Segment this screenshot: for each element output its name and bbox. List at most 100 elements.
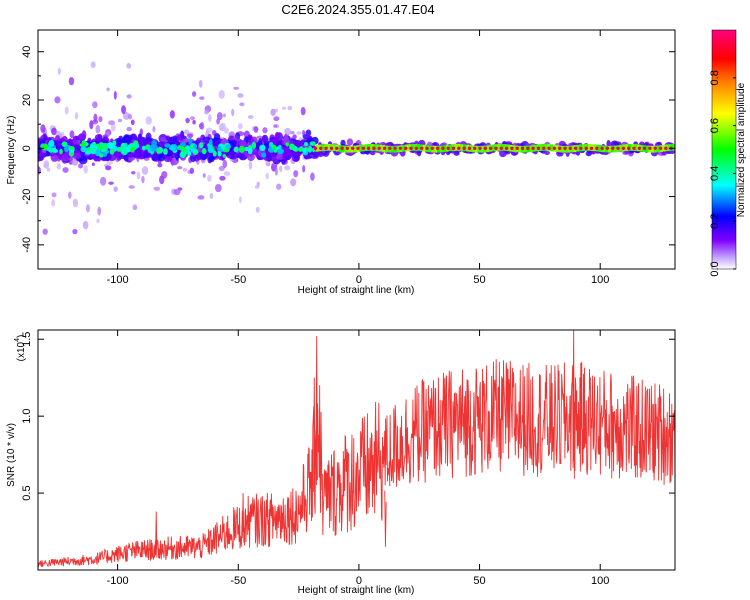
spectro-cell: [639, 144, 643, 152]
spectro-cell: [584, 146, 588, 150]
x-tick-label: 50: [473, 575, 485, 587]
spectro-cell: [552, 146, 557, 150]
spectro-cell: [457, 146, 461, 150]
spectro-cell: [621, 146, 626, 150]
spectro-cell: [265, 160, 270, 165]
spectro-cell: [273, 116, 280, 122]
spectro-cell: [141, 175, 145, 184]
spectro-cell: [460, 144, 464, 151]
spectro-cell: [81, 140, 87, 144]
colorbar-tick-label: 0.8: [709, 70, 721, 85]
spectro-cell: [96, 218, 100, 224]
spectro-cell: [196, 137, 202, 142]
spectro-cell: [324, 146, 328, 150]
y-tick-label: 0.5: [21, 485, 33, 500]
spectro-cell: [303, 141, 309, 147]
spectro-cell: [370, 143, 374, 151]
spectro-cell: [184, 145, 191, 153]
spectro-cell: [83, 165, 88, 174]
spectro-cell: [619, 144, 623, 152]
spectro-cell: [483, 146, 488, 150]
spectro-cell: [473, 146, 477, 150]
spectro-cell: [145, 132, 152, 142]
spectro-cell: [132, 204, 138, 211]
spectro-cell: [657, 145, 661, 153]
spectro-cell: [536, 146, 541, 150]
spectro-cell: [277, 148, 284, 155]
spectro-cell: [100, 176, 107, 186]
scale-exponent: 4: [14, 338, 21, 342]
spectro-cell: [296, 131, 302, 135]
spectro-cell: [78, 163, 84, 169]
x-tick-label: -50: [230, 274, 246, 286]
spectro-cell: [40, 144, 44, 149]
spectro-cell: [64, 145, 69, 153]
spectro-cell: [133, 152, 142, 159]
spectro-cell: [108, 181, 114, 185]
spectrogram-y-axis-label: Frequency (Hz): [6, 116, 17, 185]
snr-y-scale-label: (x104): [14, 335, 27, 362]
spectro-cell: [416, 144, 420, 151]
spectro-cell: [109, 148, 115, 155]
spectro-cell: [164, 143, 171, 148]
spectro-cell: [105, 165, 112, 171]
colorbar-tick-label: 0.6: [709, 118, 721, 133]
spectro-cell: [372, 146, 376, 150]
spectro-cell: [43, 164, 48, 168]
spectro-cell: [212, 139, 220, 146]
spectro-cell: [499, 146, 503, 150]
spectro-cell: [149, 144, 156, 152]
spectro-cell: [229, 140, 237, 148]
spectro-cell: [589, 146, 594, 150]
spectro-cell: [233, 146, 239, 153]
spectro-cell: [544, 143, 548, 151]
spectro-cell: [625, 144, 629, 151]
spectro-cell: [61, 141, 68, 147]
spectro-cell: [157, 153, 166, 162]
spectro-cell: [504, 146, 509, 150]
spectro-cell: [441, 146, 445, 150]
spectro-cell: [340, 146, 344, 150]
spectro-cell: [270, 108, 276, 116]
spectro-cell: [218, 165, 225, 172]
spectro-cell: [108, 120, 116, 126]
spectro-cell: [223, 171, 231, 176]
spectro-cell: [204, 109, 210, 115]
spectro-cell: [208, 155, 215, 163]
spectro-cell: [85, 204, 90, 213]
spectro-cell: [581, 144, 585, 151]
spectro-cell: [279, 165, 283, 173]
spectro-cell: [46, 167, 51, 172]
spectro-cell: [557, 146, 562, 150]
spectro-cell: [209, 192, 214, 199]
spectro-cell: [256, 181, 260, 187]
spectro-cell: [216, 118, 220, 125]
spectro-cell: [664, 146, 668, 150]
spectro-cell: [462, 146, 466, 150]
spectro-cell: [56, 162, 61, 170]
spectro-cell: [271, 144, 277, 150]
spectro-cell: [600, 146, 604, 150]
spectro-cell: [82, 220, 89, 230]
spectro-cell: [98, 116, 103, 123]
spectro-cell: [48, 139, 55, 147]
spectro-cell: [161, 170, 168, 179]
spectro-cell: [308, 137, 314, 142]
spectro-cell: [402, 144, 406, 152]
spectro-cell: [176, 134, 184, 141]
x-tick-label: 0: [356, 575, 362, 587]
spectro-cell: [593, 144, 597, 152]
spectro-cell: [212, 150, 217, 157]
spectro-cell: [141, 166, 149, 175]
spectro-cell: [129, 143, 135, 148]
spectro-cell: [313, 146, 318, 150]
spectro-cell: [136, 171, 141, 180]
spectro-cell: [637, 146, 641, 150]
spectro-cell: [90, 61, 96, 68]
spectro-cell: [219, 175, 226, 181]
spectro-cell: [632, 146, 636, 150]
spectro-cell: [262, 127, 268, 134]
spectro-cell: [78, 156, 88, 165]
snr-frame: [37, 329, 676, 571]
spectro-cell: [51, 192, 57, 198]
